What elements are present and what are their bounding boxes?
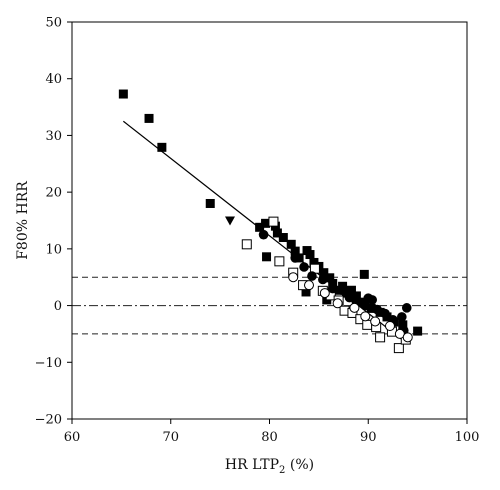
point-filled-circle <box>372 304 382 315</box>
point-open-circle <box>304 280 314 291</box>
point-filled-circle <box>380 308 390 319</box>
point-filled-circle <box>360 300 371 311</box>
point-open-circle <box>402 332 413 343</box>
point-filled-square <box>325 273 335 283</box>
point-filled-circle <box>397 312 407 322</box>
point-filled-circle <box>290 253 300 263</box>
point-filled-square <box>359 269 369 279</box>
point-filled-square <box>205 198 215 208</box>
point-open-circle <box>332 298 343 309</box>
point-filled-square <box>413 326 423 336</box>
point-open-square <box>375 332 386 343</box>
point-filled-square <box>366 303 376 313</box>
point-open-square <box>268 216 279 227</box>
y-tick-label: 10 <box>45 242 62 257</box>
point-filled-square <box>278 233 288 243</box>
point-open-circle <box>349 302 360 313</box>
point-filled-square <box>255 222 265 232</box>
point-filled-circle <box>299 262 309 272</box>
point-open-square <box>241 239 252 250</box>
x-axis-title: HR LTP2 (%) <box>225 457 314 476</box>
point-filled-square <box>157 142 167 152</box>
point-filled-square <box>319 268 329 278</box>
point-filled-square <box>328 278 338 288</box>
point-open-square <box>393 343 404 354</box>
point-open-circle <box>319 288 330 299</box>
y-axis-ticks: −20 −10 0 10 20 30 40 50 <box>35 16 72 428</box>
y-axis-title: F80% HRR <box>15 181 31 260</box>
y-tick-label: 0 <box>54 299 62 314</box>
y-tick-label: 20 <box>45 186 62 201</box>
point-filled-circle <box>307 271 317 281</box>
point-open-circle <box>360 311 371 322</box>
point-filled-circle <box>336 285 347 296</box>
point-filled-square <box>398 320 408 330</box>
x-tick-label: 80 <box>261 430 278 445</box>
x-tick-label: 60 <box>64 430 81 445</box>
point-filled-triangle <box>225 216 235 226</box>
point-filled-square <box>305 250 315 260</box>
point-open-circle <box>288 272 299 283</box>
x-tick-label: 100 <box>455 430 480 445</box>
point-filled-circle <box>327 283 338 294</box>
point-filled-square <box>261 218 271 228</box>
point-filled-square <box>346 285 356 295</box>
point-filled-circle <box>318 274 328 285</box>
reference-lines <box>72 276 467 335</box>
x-tick-label: 90 <box>360 430 377 445</box>
point-filled-circle <box>363 293 374 303</box>
point-filled-circle <box>344 292 355 303</box>
point-open-circle <box>384 320 395 331</box>
point-filled-square <box>351 291 361 301</box>
point-filled-square <box>272 228 282 238</box>
y-tick-label: 30 <box>45 129 62 144</box>
point-filled-square <box>118 89 128 99</box>
y-tick-label: −10 <box>35 356 62 371</box>
point-filled-square <box>309 257 319 267</box>
y-tick-label: −20 <box>35 413 62 428</box>
point-filled-square <box>290 246 300 256</box>
point-filled-square <box>286 239 296 249</box>
x-axis-ticks: 60 70 80 90 100 <box>64 419 480 445</box>
x-tick-label: 70 <box>162 430 179 445</box>
point-filled-square <box>301 287 311 297</box>
point-filled-circle <box>258 229 269 240</box>
point-filled-square <box>144 113 154 123</box>
y-tick-label: 50 <box>45 16 62 31</box>
point-open-square <box>274 256 285 267</box>
point-filled-circle <box>401 303 412 313</box>
point-filled-square <box>342 288 352 298</box>
point-filled-square <box>262 252 272 262</box>
point-open-circle <box>370 316 381 327</box>
y-tick-label: 40 <box>45 72 62 87</box>
data-points <box>118 89 423 354</box>
